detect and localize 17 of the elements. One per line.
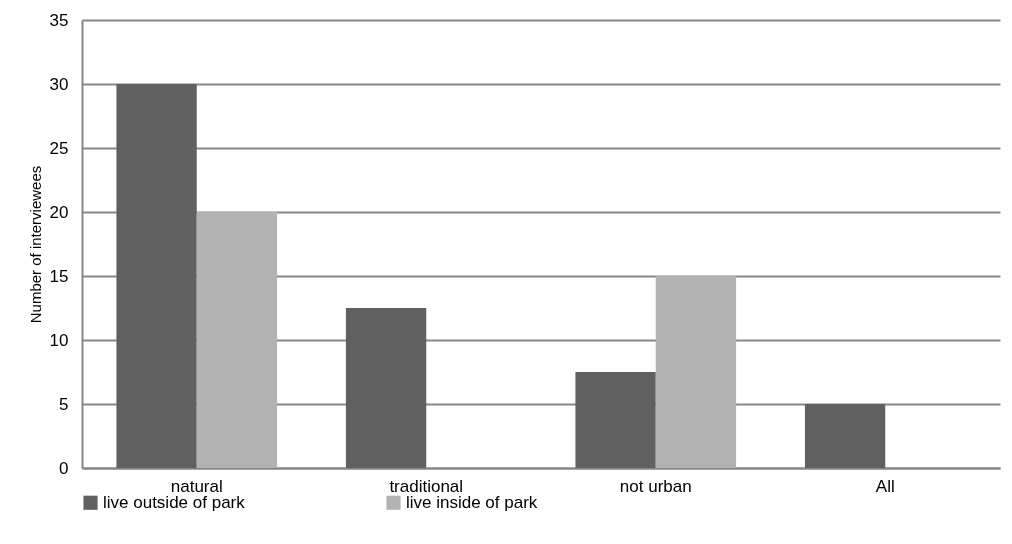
y-tick-label: 25	[49, 138, 69, 158]
y-tick-label: 10	[49, 330, 69, 350]
bar	[345, 308, 427, 468]
y-tick-label: 15	[49, 266, 69, 286]
x-tick-label: All	[875, 476, 895, 496]
bar	[196, 212, 278, 468]
x-tick-label: not urban	[619, 476, 692, 496]
bar	[575, 372, 656, 468]
y-axis-title: Number of interviewees	[26, 165, 44, 324]
y-tick-label: 5	[59, 394, 69, 414]
bar	[655, 276, 737, 468]
bar	[804, 404, 886, 468]
y-tick-label: 30	[49, 74, 69, 94]
y-tick-label: 35	[49, 10, 69, 30]
y-tick-label: 0	[59, 458, 69, 478]
y-tick-label: 20	[49, 202, 69, 222]
bar	[116, 84, 197, 468]
